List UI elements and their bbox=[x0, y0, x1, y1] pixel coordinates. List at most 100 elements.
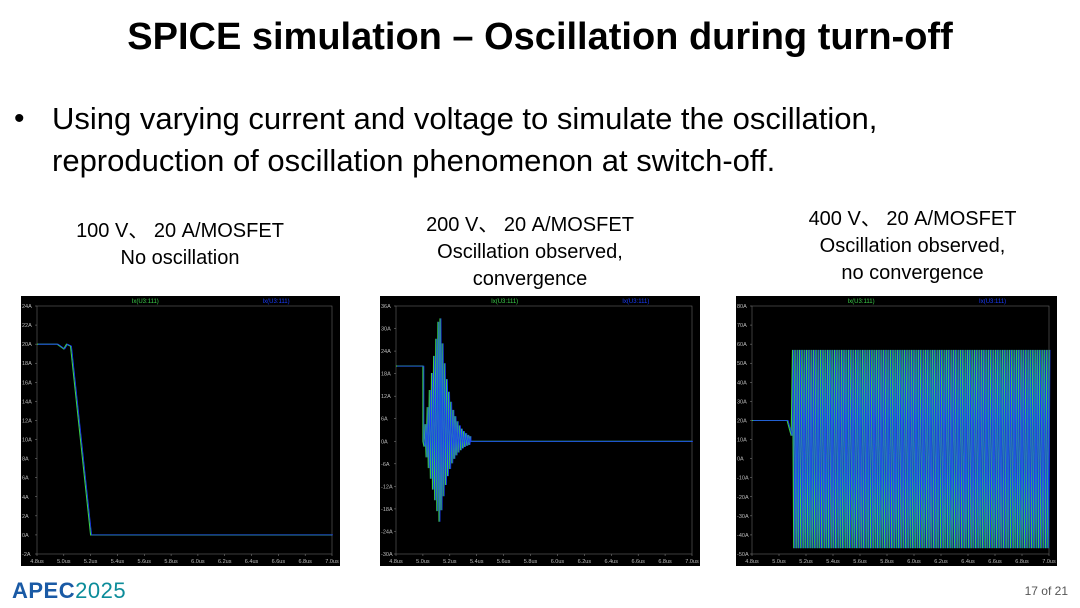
y-tick-label: 16A bbox=[22, 380, 32, 386]
plot-200v: Ix(U3:111) Ix(U3:111) 36A 30A 24A 18A 12A 6A 0A -… bbox=[380, 296, 700, 566]
series-line bbox=[396, 318, 692, 522]
x-tick-label: 6.6us bbox=[272, 559, 286, 565]
plot-100v: Ix(U3:111) Ix(U3:111) 24A 22A 20A 18A 16A 14A 12… bbox=[21, 296, 340, 566]
x-tick-label: 5.8us bbox=[164, 559, 178, 565]
y-tick-label: -50A bbox=[737, 552, 749, 558]
x-tick-label: 6.8us bbox=[298, 559, 312, 565]
y-tick-label: 18A bbox=[381, 372, 391, 378]
x-tick-label: 6.2us bbox=[218, 559, 232, 565]
y-tick-label: -2A bbox=[22, 552, 31, 558]
x-tick-label: 6.4us bbox=[245, 559, 259, 565]
x-tick-label: 6.4us bbox=[961, 559, 975, 565]
y-tick-label: 6A bbox=[22, 476, 29, 482]
plot-200v-svg: Ix(U3:111) Ix(U3:111) 36A 30A 24A 18A 12A 6A 0A -… bbox=[381, 299, 699, 565]
caption-2-line-1: 200 V、 20 A/MOSFET bbox=[426, 214, 634, 236]
x-tick-label: 7.0us bbox=[1042, 559, 1056, 565]
x-tick-label: 5.4us bbox=[826, 559, 840, 565]
x-tick-label: 5.2us bbox=[799, 559, 813, 565]
x-tick-label: 6.2us bbox=[578, 559, 592, 565]
caption-3: 400 V、 20 A/MOSFET Oscillation observed,… bbox=[740, 206, 1080, 287]
y-tick-label: 2A bbox=[22, 514, 29, 520]
y-tick-label: 4A bbox=[22, 495, 29, 501]
page-number: 17 of 21 bbox=[1024, 584, 1068, 598]
y-tick-label: 24A bbox=[381, 349, 391, 355]
legend-entry: Ix(U3:111) bbox=[132, 299, 159, 305]
x-tick-label: 5.2us bbox=[443, 559, 457, 565]
caption-2: 200 V、 20 A/MOSFET Oscillation observed,… bbox=[370, 212, 690, 293]
y-tick-label: 0A bbox=[381, 439, 388, 445]
series-line bbox=[397, 318, 693, 522]
y-tick-label: 10A bbox=[737, 438, 747, 444]
y-tick-label: 20A bbox=[22, 342, 32, 348]
x-tick-label: 5.0us bbox=[772, 559, 786, 565]
apec-logo: APEC2025 bbox=[12, 578, 126, 606]
plot-100v-svg: Ix(U3:111) Ix(U3:111) 24A 22A 20A 18A 16A 14A 12… bbox=[22, 299, 339, 565]
x-tick-label: 6.0us bbox=[551, 559, 565, 565]
x-tick-label: 4.8us bbox=[745, 559, 759, 565]
x-tick-label: 5.4us bbox=[111, 559, 125, 565]
caption-1-line-2: No oscillation bbox=[120, 247, 240, 269]
y-tick-label: -30A bbox=[381, 552, 393, 558]
x-tick-label: 5.6us bbox=[138, 559, 152, 565]
y-tick-label: 24A bbox=[22, 304, 32, 310]
y-tick-label: 30A bbox=[381, 327, 391, 333]
y-tick-label: -40A bbox=[737, 533, 749, 539]
plot-400v-svg: Ix(U3:111) Ix(U3:111) 80A 70A 60A 50A 40A 30A 20… bbox=[737, 299, 1056, 565]
caption-1-line-1: 100 V、 20 A/MOSFET bbox=[76, 220, 284, 242]
y-tick-label: 80A bbox=[737, 304, 747, 310]
x-tick-label: 5.6us bbox=[497, 559, 511, 565]
x-tick-label: 7.0us bbox=[685, 559, 699, 565]
y-tick-label: 30A bbox=[737, 399, 747, 405]
y-tick-label: 12A bbox=[381, 394, 391, 400]
x-tick-label: 6.0us bbox=[907, 559, 921, 565]
y-tick-label: -18A bbox=[381, 507, 393, 513]
x-tick-label: 6.4us bbox=[605, 559, 619, 565]
legend-entry: Ix(U3:111) bbox=[491, 299, 518, 305]
x-tick-label: 4.8us bbox=[30, 559, 44, 565]
y-tick-label: 0A bbox=[22, 533, 29, 539]
y-tick-label: 60A bbox=[737, 342, 747, 348]
plot-frame bbox=[395, 305, 693, 555]
y-tick-label: 14A bbox=[22, 399, 32, 405]
y-tick-label: -12A bbox=[381, 484, 393, 490]
x-tick-label: 6.8us bbox=[658, 559, 672, 565]
y-tick-label: 36A bbox=[381, 304, 391, 310]
x-tick-label: 5.4us bbox=[470, 559, 484, 565]
y-tick-label: -24A bbox=[381, 529, 393, 535]
y-tick-label: -30A bbox=[737, 514, 749, 520]
y-tick-label: -20A bbox=[737, 495, 749, 501]
caption-3-line-1: 400 V、 20 A/MOSFET bbox=[808, 208, 1017, 230]
x-tick-label: 5.0us bbox=[416, 559, 430, 565]
x-tick-label: 6.6us bbox=[631, 559, 645, 565]
y-tick-label: 0A bbox=[737, 457, 744, 463]
logo-text: APEC bbox=[12, 578, 76, 603]
x-tick-label: 6.2us bbox=[934, 559, 948, 565]
y-tick-label: 8A bbox=[22, 457, 29, 463]
x-tick-label: 6.8us bbox=[1015, 559, 1029, 565]
x-tick-label: 5.0us bbox=[57, 559, 71, 565]
y-tick-label: 50A bbox=[737, 361, 747, 367]
plot-frame bbox=[36, 305, 333, 555]
x-tick-label: 6.6us bbox=[988, 559, 1002, 565]
bullet-symbol: • bbox=[14, 102, 25, 135]
y-tick-label: 70A bbox=[737, 323, 747, 329]
x-tick-label: 5.2us bbox=[84, 559, 98, 565]
legend-entry: Ix(U3:111) bbox=[847, 299, 874, 305]
caption-1: 100 V、 20 A/MOSFET No oscillation bbox=[20, 218, 340, 272]
x-tick-label: 5.6us bbox=[853, 559, 867, 565]
y-tick-label: 22A bbox=[22, 323, 32, 329]
x-tick-label: 6.0us bbox=[191, 559, 205, 565]
series-line bbox=[753, 349, 1051, 549]
x-tick-label: 4.8us bbox=[389, 559, 403, 565]
y-tick-label: 20A bbox=[737, 418, 747, 424]
caption-2-line-2: Oscillation observed, bbox=[437, 241, 623, 263]
y-tick-label: -10A bbox=[737, 476, 749, 482]
slide-title: SPICE simulation – Oscillation during tu… bbox=[127, 16, 953, 58]
x-tick-label: 5.8us bbox=[880, 559, 894, 565]
x-tick-label: 5.8us bbox=[524, 559, 538, 565]
y-tick-label: 18A bbox=[22, 361, 32, 367]
series-line bbox=[38, 343, 333, 536]
caption-2-line-3: convergence bbox=[472, 268, 588, 290]
legend-entry: Ix(U3:111) bbox=[979, 299, 1006, 305]
x-tick-label: 7.0us bbox=[325, 559, 339, 565]
